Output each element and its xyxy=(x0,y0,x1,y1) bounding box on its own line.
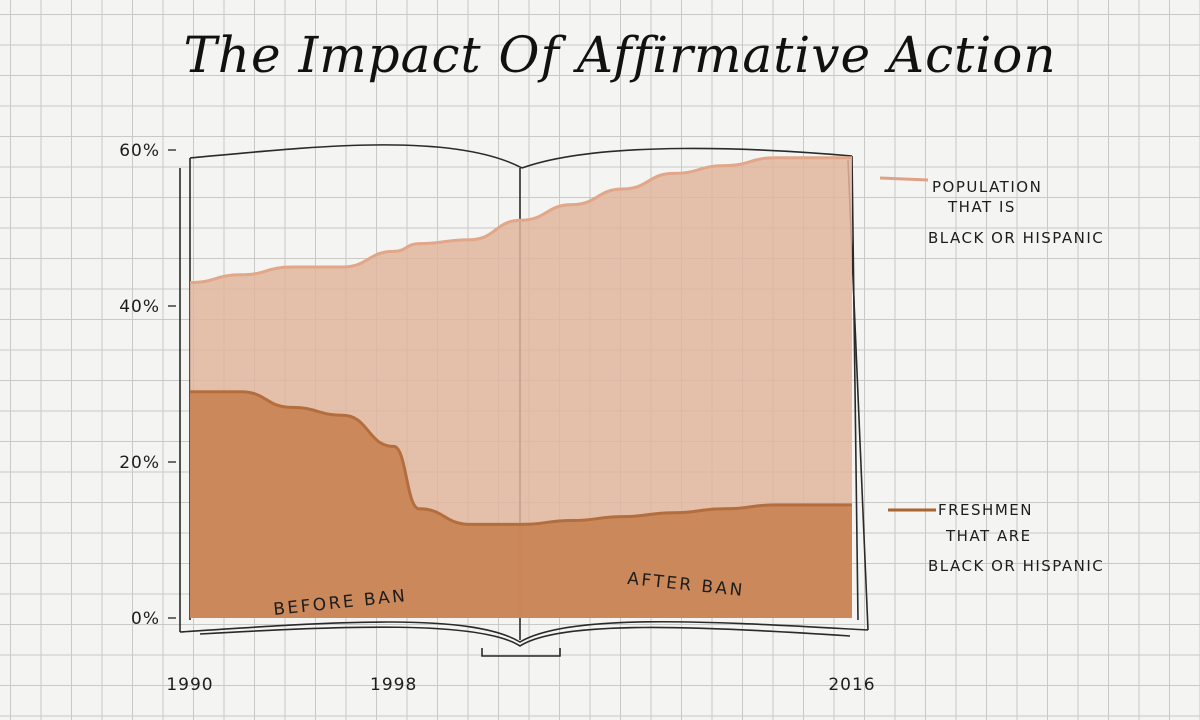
y-axis: 60% 40% 20% 0% xyxy=(119,141,176,629)
legend-freshmen-line-3: BLACK OR HISPANIC xyxy=(928,557,1104,575)
x-tick-label: 1998 xyxy=(370,675,417,695)
area-series-2 xyxy=(190,391,852,618)
chart-plot-area xyxy=(189,156,852,619)
legend-population-line-2: THAT IS xyxy=(947,198,1016,216)
legend-population-line-1: POPULATION xyxy=(932,178,1042,196)
y-tick-label: 0% xyxy=(131,609,160,629)
y-tick-label: 20% xyxy=(119,453,160,473)
legend-freshmen-line-1: FRESHMEN xyxy=(938,501,1033,519)
book-bottom-pages xyxy=(179,620,869,643)
book-spine-tab xyxy=(481,648,561,657)
legend-population-swatch xyxy=(879,176,929,182)
legend-population-line-3: BLACK OR HISPANIC xyxy=(928,229,1104,247)
book-right-page-top xyxy=(521,147,853,169)
line-series-1 xyxy=(189,156,852,285)
book-bottom-pages-2 xyxy=(199,626,851,647)
y-tick-label: 40% xyxy=(119,297,160,317)
book-right-page-edge xyxy=(851,155,859,621)
x-tick-label: 2016 xyxy=(828,675,875,695)
chart-title: The Impact Of Affirmative Action xyxy=(183,26,1056,84)
x-axis: 1990 1998 2016 xyxy=(166,675,875,695)
x-tick-label: 1990 xyxy=(166,675,213,695)
legend: POPULATION THAT IS BLACK OR HISPANIC FRE… xyxy=(879,176,1104,575)
legend-freshmen-line-2: THAT ARE xyxy=(945,527,1032,545)
line-series-2 xyxy=(190,390,852,526)
y-tick-label: 60% xyxy=(119,141,160,161)
book-left-page-top xyxy=(189,144,523,169)
